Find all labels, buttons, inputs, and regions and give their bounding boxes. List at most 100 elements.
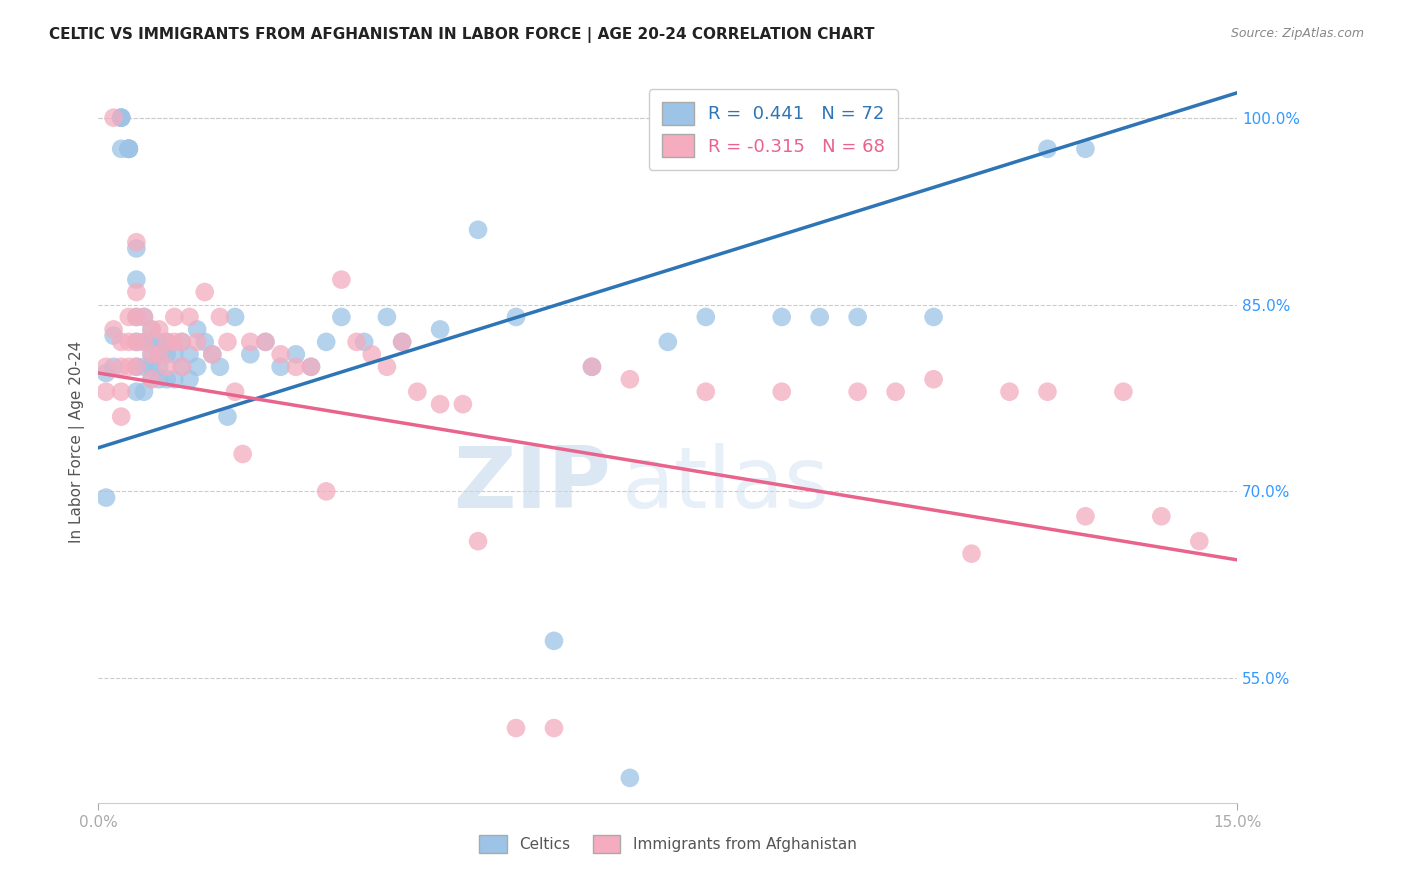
Point xyxy=(217,409,239,424)
Legend: Celtics, Immigrants from Afghanistan: Celtics, Immigrants from Afghanistan xyxy=(471,827,865,860)
Point xyxy=(110,111,132,125)
Point xyxy=(451,397,474,411)
Point xyxy=(695,310,717,324)
Point xyxy=(94,491,117,505)
Point xyxy=(103,328,125,343)
Point xyxy=(132,359,155,374)
Point xyxy=(132,310,155,324)
Point xyxy=(125,384,148,399)
Point xyxy=(353,334,375,349)
Point xyxy=(94,366,117,380)
Point xyxy=(998,384,1021,399)
Point xyxy=(330,272,353,286)
Point xyxy=(110,111,132,125)
Text: ZIP: ZIP xyxy=(453,443,612,526)
Point xyxy=(103,359,125,374)
Point xyxy=(103,322,125,336)
Point xyxy=(657,334,679,349)
Point xyxy=(141,359,163,374)
Point xyxy=(163,310,186,324)
Point xyxy=(156,347,179,361)
Point xyxy=(118,142,141,156)
Point xyxy=(406,384,429,399)
Point xyxy=(270,359,292,374)
Point xyxy=(201,347,224,361)
Point xyxy=(163,334,186,349)
Point xyxy=(156,334,179,349)
Point xyxy=(179,347,201,361)
Point xyxy=(132,384,155,399)
Point xyxy=(125,310,148,324)
Point xyxy=(330,310,353,324)
Point xyxy=(467,534,489,549)
Point xyxy=(141,347,163,361)
Point xyxy=(846,310,869,324)
Point xyxy=(125,310,148,324)
Point xyxy=(254,334,277,349)
Point xyxy=(170,359,193,374)
Point xyxy=(505,721,527,735)
Point xyxy=(148,347,170,361)
Point xyxy=(132,334,155,349)
Point xyxy=(125,272,148,286)
Point xyxy=(163,347,186,361)
Point xyxy=(118,310,141,324)
Point xyxy=(163,372,186,386)
Point xyxy=(770,384,793,399)
Point xyxy=(1074,509,1097,524)
Point xyxy=(375,310,398,324)
Point xyxy=(232,447,254,461)
Point xyxy=(254,334,277,349)
Point xyxy=(224,384,246,399)
Point xyxy=(141,347,163,361)
Point xyxy=(284,347,307,361)
Point xyxy=(141,322,163,336)
Point xyxy=(125,359,148,374)
Point xyxy=(208,310,231,324)
Point xyxy=(118,142,141,156)
Point xyxy=(110,142,132,156)
Point xyxy=(110,111,132,125)
Point xyxy=(429,397,451,411)
Point xyxy=(170,334,193,349)
Point xyxy=(125,235,148,250)
Point xyxy=(619,771,641,785)
Point xyxy=(118,142,141,156)
Point xyxy=(110,359,132,374)
Point xyxy=(960,547,983,561)
Point xyxy=(846,384,869,399)
Point xyxy=(391,334,413,349)
Point xyxy=(922,310,945,324)
Point xyxy=(156,359,179,374)
Point xyxy=(1036,384,1059,399)
Point xyxy=(543,633,565,648)
Point xyxy=(239,347,262,361)
Point xyxy=(543,721,565,735)
Point xyxy=(270,347,292,361)
Point xyxy=(125,334,148,349)
Point xyxy=(156,372,179,386)
Point xyxy=(224,310,246,324)
Point xyxy=(118,142,141,156)
Point xyxy=(299,359,322,374)
Point xyxy=(315,334,337,349)
Point xyxy=(208,359,231,374)
Point xyxy=(148,359,170,374)
Point xyxy=(884,384,907,399)
Point xyxy=(156,334,179,349)
Point xyxy=(922,372,945,386)
Point xyxy=(1150,509,1173,524)
Point xyxy=(103,111,125,125)
Point xyxy=(170,334,193,349)
Point xyxy=(148,334,170,349)
Point xyxy=(118,359,141,374)
Point xyxy=(284,359,307,374)
Point xyxy=(125,285,148,299)
Point xyxy=(581,359,603,374)
Point xyxy=(118,334,141,349)
Point xyxy=(239,334,262,349)
Point xyxy=(315,484,337,499)
Point xyxy=(141,322,163,336)
Point xyxy=(429,322,451,336)
Point xyxy=(125,359,148,374)
